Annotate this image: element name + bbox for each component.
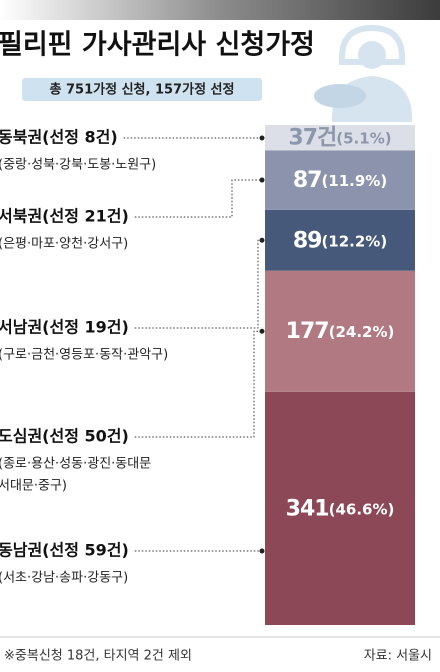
value-number: 177 — [286, 319, 329, 344]
region-districts: (중랑·성북·강북·도봉·노원구) — [0, 158, 156, 173]
region-districts: (은평·마포·양천·강서구) — [0, 237, 128, 252]
value-number: 87 — [293, 168, 322, 193]
leader-dot — [260, 136, 265, 141]
value-label: 177(24.2%) — [286, 319, 395, 344]
region-name: 도심권(선정 50건) — [0, 427, 129, 446]
icon — [314, 28, 412, 122]
share-label: (11.9%) — [321, 172, 387, 190]
value-label: 37건(5.1%) — [288, 126, 391, 151]
leader-dot — [260, 178, 265, 183]
share-label: (5.1%) — [336, 129, 391, 147]
leader-dot — [260, 329, 265, 334]
share-label: (24.2%) — [329, 323, 395, 341]
value-label: 89(12.2%) — [293, 228, 387, 253]
region-districts: (서초·강남·송파·강동구) — [0, 571, 128, 586]
infographic: 필리핀 가사관리사 신청가정 총 751가정 신청, 157가정 선정 ※중복신… — [0, 0, 440, 672]
value-label: 341(46.6%) — [286, 496, 395, 521]
share-label: (46.6%) — [329, 500, 395, 518]
region-districts: (종로·용산·성동·광진·동대문 — [0, 457, 151, 472]
footnote: ※중복신청 18건, 타지역 2건 제외 — [4, 649, 192, 664]
share-label: (12.2%) — [321, 232, 387, 250]
region-name: 서북권(선정 21건) — [0, 207, 129, 226]
region-districts: 서대문·중구) — [0, 479, 67, 494]
leader-line — [135, 240, 262, 328]
leader-line — [135, 180, 262, 217]
value-number: 89 — [293, 228, 322, 253]
subtitle: 총 751가정 신청, 157가정 선정 — [50, 82, 235, 98]
value-number: 341 — [286, 496, 329, 521]
region-name: 동북권(선정 8건) — [0, 128, 118, 147]
chart-title: 필리핀 가사관리사 신청가정 — [0, 30, 315, 61]
leader-dot — [260, 238, 265, 243]
region-name: 서남권(선정 19건) — [0, 318, 129, 337]
region-name: 동남권(선정 59건) — [0, 541, 129, 560]
source: 자료: 서울시 — [364, 649, 432, 664]
region-districts: (구로·금천·영등포·동작·관악구) — [0, 348, 168, 363]
value-label: 87(11.9%) — [293, 168, 387, 193]
value-number: 37건 — [288, 126, 336, 151]
top-bar — [0, 0, 440, 20]
leader-dot — [260, 549, 265, 554]
